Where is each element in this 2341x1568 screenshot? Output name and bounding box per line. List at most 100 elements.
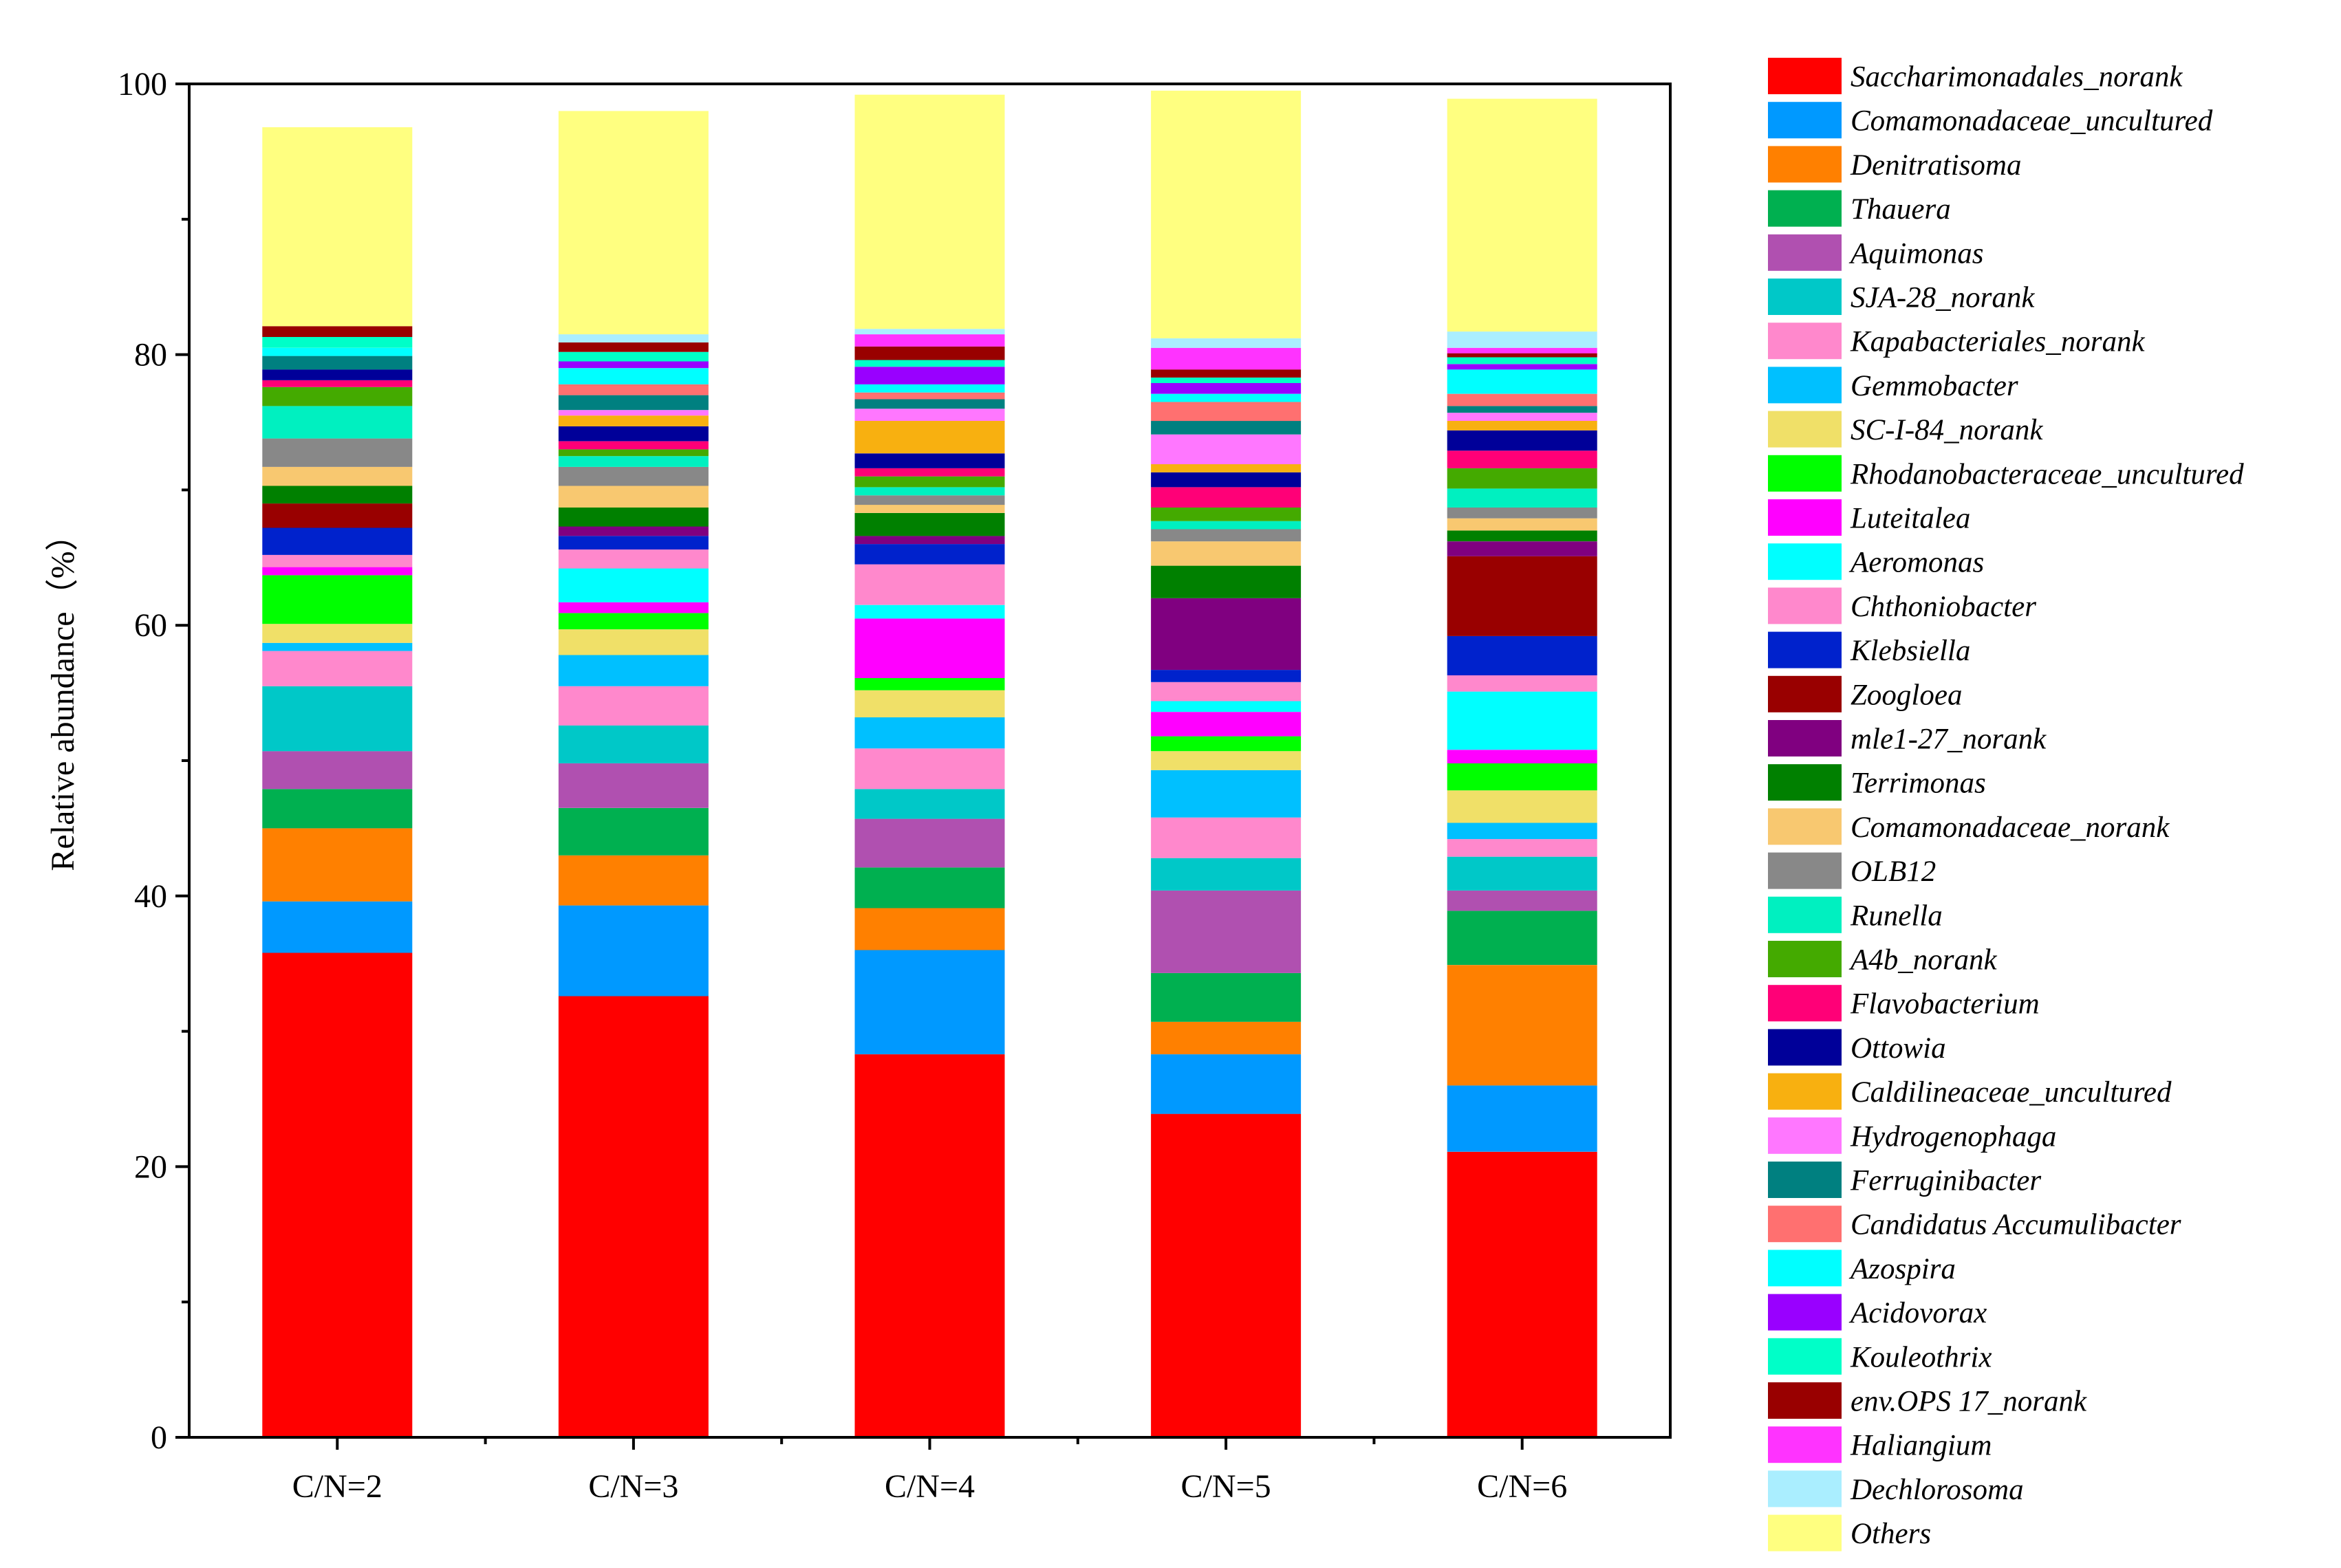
bar-segment-azospira-c-n-5 xyxy=(1151,393,1302,402)
legend-swatch-kapabacteriales-norank xyxy=(1768,323,1842,360)
bar-segment-olb12-c-n-5 xyxy=(1151,529,1302,542)
legend-swatch-chthoniobacter xyxy=(1768,587,1842,624)
bar-segment-runella-c-n-3 xyxy=(558,456,709,467)
legend-label-acidovorax: Acidovorax xyxy=(1848,1297,1987,1329)
y-tick-label-60: 60 xyxy=(134,607,167,644)
bar-segment-chthoniobacter-c-n-4 xyxy=(854,564,1005,605)
bar-segment-sc-i-84-norank-c-n-6 xyxy=(1447,790,1597,823)
legend-swatch-comamonadaceae-uncultured xyxy=(1768,102,1842,139)
bar-segment-saccharimonadales-norank-c-n-2 xyxy=(262,952,413,1437)
y-tick-label-20: 20 xyxy=(134,1148,167,1185)
axes-group: 0 20 40 60 80 100 C/N=2 C/N=3 C/N=4 C/N=5 C/N=6 xyxy=(118,66,1672,1505)
bar-segment-env-ops-17-norank-c-n-4 xyxy=(854,346,1005,360)
legend-label-aquimonas: Aquimonas xyxy=(1848,237,1984,270)
legend-label-env-ops-17-norank: env.OPS 17_norank xyxy=(1851,1386,2087,1418)
y-tick-label-80: 80 xyxy=(134,337,167,373)
bar-segment-chthoniobacter-c-n-2 xyxy=(262,554,413,567)
y-axis-title: Relative abundance（%） xyxy=(45,518,81,871)
bar-segment-ottowia-c-n-6 xyxy=(1447,430,1597,451)
bar-segment-runella-c-n-6 xyxy=(1447,488,1597,508)
bar-segment-olb12-c-n-3 xyxy=(558,466,709,486)
bar-segment-klebsiella-c-n-3 xyxy=(558,536,709,549)
bar-segment-others-c-n-2 xyxy=(262,127,413,327)
bar-segment-olb12-c-n-4 xyxy=(854,495,1005,505)
legend-swatch-thauera xyxy=(1768,190,1842,227)
bar-segment-kouleothrix-c-n-4 xyxy=(854,360,1005,367)
legend-label-flavobacterium: Flavobacterium xyxy=(1850,988,2040,1021)
bar-segment-aquimonas-c-n-4 xyxy=(854,818,1005,868)
bar-segment-flavobacterium-c-n-5 xyxy=(1151,487,1302,508)
legend-swatch-terrimonas xyxy=(1768,764,1842,801)
legend-swatch-haliangium xyxy=(1768,1426,1842,1463)
bar-segment-flavobacterium-c-n-6 xyxy=(1447,450,1597,468)
bar-segment-rhodanobacteraceae-uncultured-c-n-3 xyxy=(558,613,709,630)
bar-segment-hydrogenophaga-c-n-6 xyxy=(1447,413,1597,421)
bar-segment-rhodanobacteraceae-uncultured-c-n-4 xyxy=(854,678,1005,690)
bar-segment-gemmobacter-c-n-2 xyxy=(262,642,413,651)
legend-swatch-candidatus-accumulibacter xyxy=(1768,1206,1842,1243)
legend-swatch-luteitalea xyxy=(1768,499,1842,536)
legend-swatch-denitratisoma xyxy=(1768,146,1842,183)
bar-segment-a4b-norank-c-n-3 xyxy=(558,449,709,457)
legend-swatch-flavobacterium xyxy=(1768,985,1842,1022)
bar-segment-flavobacterium-c-n-4 xyxy=(854,468,1005,477)
legend-swatch-hydrogenophaga xyxy=(1768,1117,1842,1154)
bar-segment-hydrogenophaga-c-n-4 xyxy=(854,409,1005,421)
bar-segment-aeromonas-c-n-3 xyxy=(558,568,709,602)
bar-segment-a4b-norank-c-n-4 xyxy=(854,476,1005,488)
legend-swatch-aeromonas xyxy=(1768,543,1842,580)
bar-segment-aeromonas-c-n-5 xyxy=(1151,701,1302,712)
bar-segment-chthoniobacter-c-n-3 xyxy=(558,549,709,569)
bar-segment-mle1-27-norank-c-n-5 xyxy=(1151,598,1302,671)
bar-segment-comamonadaceae-norank-c-n-6 xyxy=(1447,518,1597,531)
y-tick-label-40: 40 xyxy=(134,878,167,915)
bar-segment-dechlorosoma-c-n-5 xyxy=(1151,338,1302,348)
bar-segment-a4b-norank-c-n-6 xyxy=(1447,468,1597,489)
bar-segment-saccharimonadales-norank-c-n-4 xyxy=(854,1054,1005,1437)
legend-swatch-mle1-27-norank xyxy=(1768,720,1842,756)
bar-segment-comamonadaceae-norank-c-n-2 xyxy=(262,466,413,486)
bar-segment-gemmobacter-c-n-5 xyxy=(1151,770,1302,818)
bar-segment-caldilineaceae-uncultured-c-n-3 xyxy=(558,415,709,426)
bar-segment-thauera-c-n-3 xyxy=(558,807,709,856)
legend-label-sja-28-norank: SJA-28_norank xyxy=(1851,282,2035,314)
bar-segment-klebsiella-c-n-6 xyxy=(1447,635,1597,675)
legend-label-rhodanobacteraceae-uncultured: Rhodanobacteraceae_uncultured xyxy=(1850,458,2244,490)
bar-segment-ottowia-c-n-4 xyxy=(854,453,1005,468)
y-tick-label-0: 0 xyxy=(151,1419,167,1456)
bar-segment-runella-c-n-4 xyxy=(854,487,1005,496)
bar-segment-thauera-c-n-2 xyxy=(262,789,413,829)
bar-segment-terrimonas-c-n-3 xyxy=(558,508,709,527)
bar-segment-kapabacteriales-norank-c-n-4 xyxy=(854,748,1005,790)
bar-segment-comamonadaceae-norank-c-n-3 xyxy=(558,486,709,508)
bar-segment-denitratisoma-c-n-2 xyxy=(262,828,413,902)
bar-segment-haliangium-c-n-4 xyxy=(854,334,1005,347)
bar-segment-olb12-c-n-6 xyxy=(1447,508,1597,519)
bar-segment-kapabacteriales-norank-c-n-6 xyxy=(1447,839,1597,857)
legend-label-klebsiella: Klebsiella xyxy=(1850,635,1970,667)
bar-segment-comamonadaceae-uncultured-c-n-2 xyxy=(262,901,413,953)
bar-segment-others-c-n-6 xyxy=(1447,98,1597,332)
bar-segment-candidatus-accumulibacter-c-n-5 xyxy=(1151,402,1302,422)
bar-segment-terrimonas-c-n-2 xyxy=(262,486,413,504)
legend-swatch-ferruginibacter xyxy=(1768,1162,1842,1198)
bar-segment-candidatus-accumulibacter-c-n-3 xyxy=(558,384,709,395)
bar-segment-mle1-27-norank-c-n-4 xyxy=(854,536,1005,545)
bar-segment-kouleothrix-c-n-5 xyxy=(1151,378,1302,383)
bar-segment-sc-i-84-norank-c-n-3 xyxy=(558,629,709,655)
bar-segment-dechlorosoma-c-n-6 xyxy=(1447,331,1597,348)
bar-segment-denitratisoma-c-n-6 xyxy=(1447,965,1597,1086)
bar-segment-ottowia-c-n-3 xyxy=(558,426,709,442)
bar-segment-haliangium-c-n-5 xyxy=(1151,347,1302,370)
legend-label-comamonadaceae-norank: Comamonadaceae_norank xyxy=(1851,812,2170,844)
bar-segment-klebsiella-c-n-2 xyxy=(262,527,413,555)
legend-label-kouleothrix: Kouleothrix xyxy=(1850,1341,1992,1373)
bar-segment-acidovorax-c-n-4 xyxy=(854,367,1005,384)
bar-segment-luteitalea-c-n-2 xyxy=(262,567,413,576)
bar-segment-acidovorax-c-n-3 xyxy=(558,361,709,369)
bar-segment-saccharimonadales-norank-c-n-3 xyxy=(558,996,709,1437)
bar-segment-zoogloea-c-n-2 xyxy=(262,503,413,528)
bar-segment-sja-28-norank-c-n-3 xyxy=(558,725,709,763)
bar-segment-rhodanobacteraceae-uncultured-c-n-2 xyxy=(262,575,413,624)
bar-segment-others-c-n-5 xyxy=(1151,90,1302,338)
